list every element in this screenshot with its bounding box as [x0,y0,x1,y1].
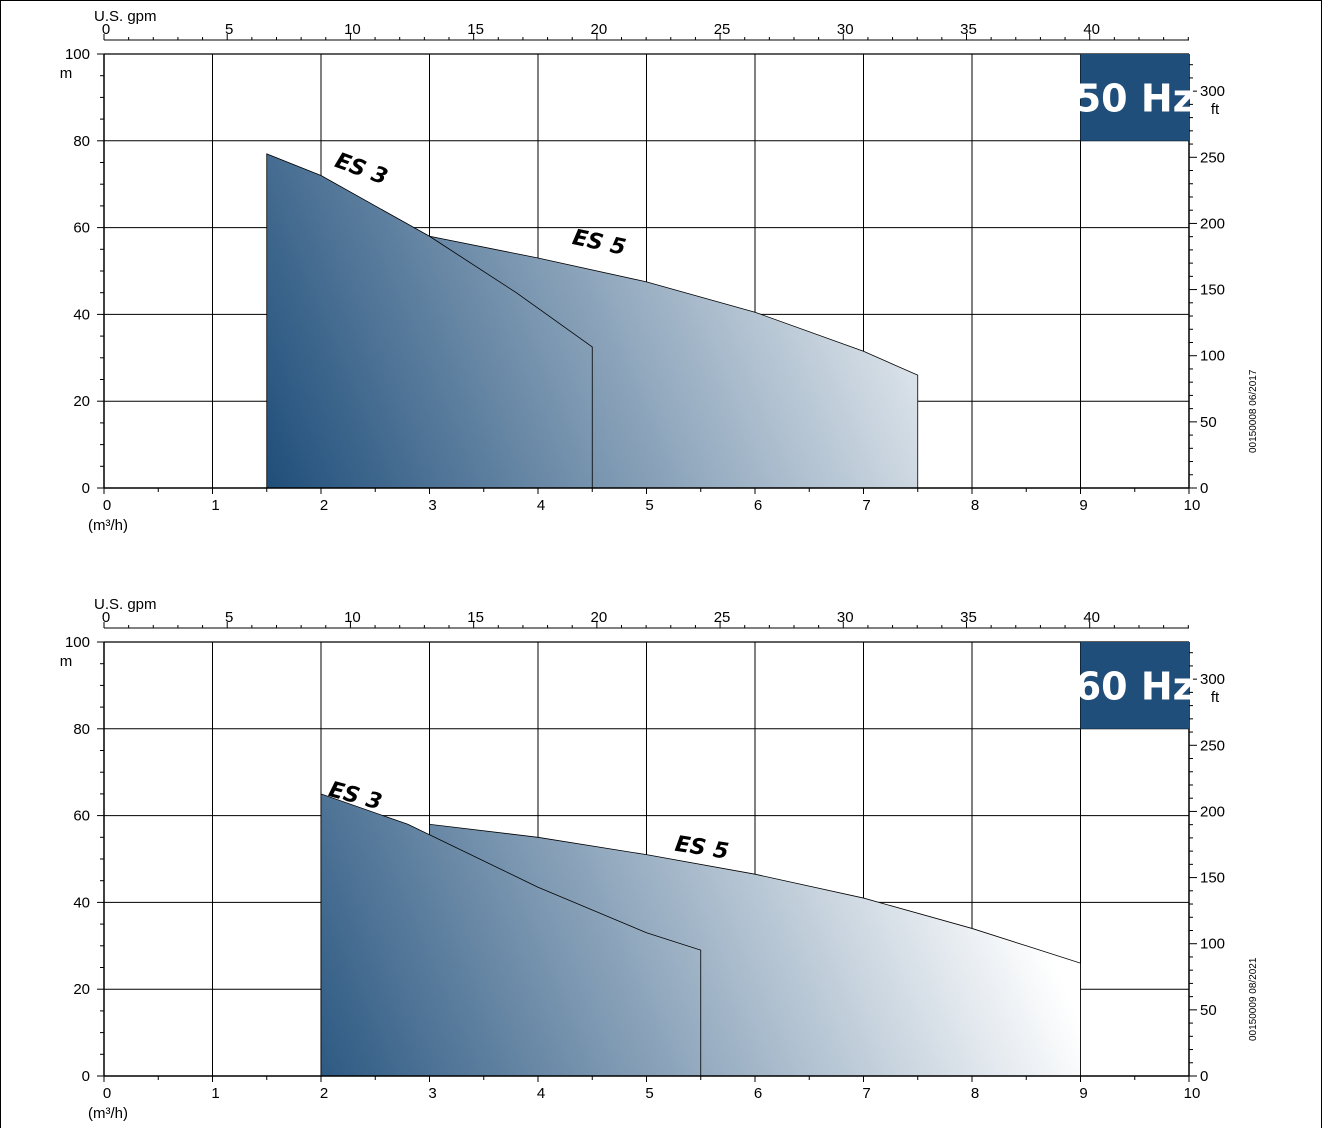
drawing-code: 00150009 08/2021 [1248,957,1259,1041]
x-tick-label: 3 [428,497,436,514]
y-tick-label: 80 [73,721,90,738]
y-tick-label: 40 [73,306,90,323]
y2-tick-label: 300 [1200,83,1225,100]
y2-axis-label: ft [1211,689,1220,706]
y2-tick-label: 50 [1200,1002,1217,1019]
x2-tick-label: 5 [225,609,233,626]
chart-50hz: ES 5 ES 3 0 1 2 3 4 5 6 7 8 9 10 (m³/h) 0 5 10 15 20 25 30 35… [60,8,1259,534]
y-tick-label: 20 [73,393,90,410]
x-tick-label: 10 [1184,497,1201,514]
y2-tick-label: 300 [1200,671,1225,688]
frequency-badge-text: 50 Hz [1075,76,1195,120]
frequency-badge-text: 60 Hz [1075,664,1195,708]
y-tick-label: 60 [73,220,90,237]
x2-tick-label: 10 [344,21,361,38]
y-tick-label: 0 [82,480,90,497]
x-tick-label: 4 [537,1085,545,1102]
chart-60hz: ES 5ES 30 1 2 3 4 5 6 7 8 9 10(m³/h)0 5 10 15 20 25 30 35… [60,596,1259,1122]
x-tick-label: 2 [320,1085,328,1102]
area-es-3 [320,793,702,1077]
x-tick-label: 3 [428,1085,436,1102]
y-tick-label: 20 [73,981,90,998]
x-tick-label: 0 [103,1085,111,1102]
y-tick-label: 80 [73,133,90,150]
x2-tick-label: 40 [1083,609,1100,626]
x2-tick-label: 20 [591,609,608,626]
x-tick-label: 0 [103,497,111,514]
x-tick-label: 6 [754,1085,762,1102]
x2-axis-label: U.S. gpm [94,596,157,613]
frequency-badge [1080,642,1189,729]
x-tick-label: 1 [211,1085,219,1102]
x-tick-label: 4 [537,497,545,514]
x-tick-label: 8 [971,497,979,514]
series-label-es-5: ES 5 [570,225,628,261]
y-tick-label: 0 [82,1068,90,1085]
y2-axis-label: ft [1211,101,1220,118]
x-tick-label: 7 [862,1085,870,1102]
x2-tick-label: 25 [714,21,731,38]
x2-tick-label: 35 [960,21,977,38]
x-tick-label: 10 [1184,1085,1201,1102]
x-tick-label: 5 [645,497,653,514]
y2-tick-label: 250 [1200,737,1225,754]
x-tick-label: 5 [645,1085,653,1102]
y-tick-label: 100 [65,46,90,63]
x2-tick-label: 0 [102,21,110,38]
y2-tick-label: 200 [1200,215,1225,232]
x-axis-label: (m³/h) [88,1105,128,1122]
y2-tick-label: 250 [1200,149,1225,166]
y2-tick-label: 0 [1200,1068,1208,1085]
y2-tick-label: 50 [1200,414,1217,431]
x-tick-label: 2 [320,497,328,514]
y2-tick-label: 150 [1200,870,1225,887]
frequency-badge [1080,54,1189,141]
x2-tick-label: 15 [467,21,484,38]
y2-tick-label: 150 [1200,282,1225,299]
y2-tick-label: 100 [1200,348,1225,365]
y-axis-label: m [60,653,73,670]
y-tick-label: 60 [73,808,90,825]
x-tick-label: 9 [1079,1085,1087,1102]
x-tick-label: 7 [862,497,870,514]
x2-tick-label: 35 [960,609,977,626]
y-tick-label: 40 [73,894,90,911]
drawing-code: 00150008 06/2017 [1248,369,1259,453]
x2-axis-label: U.S. gpm [94,8,157,25]
x2-tick-label: 25 [714,609,731,626]
x2-tick-label: 30 [837,21,854,38]
x2-tick-label: 0 [102,609,110,626]
x2-tick-label: 5 [225,21,233,38]
y-axis-label: m [60,65,73,82]
x2-tick-label: 20 [591,21,608,38]
x-tick-label: 1 [211,497,219,514]
y-tick-label: 100 [65,634,90,651]
area-es-3 [266,153,593,489]
x2-tick-label: 15 [467,609,484,626]
y2-tick-label: 200 [1200,803,1225,820]
series-label-es-5: ES 5 [673,832,730,865]
x2-tick-label: 30 [837,609,854,626]
x-tick-label: 8 [971,1085,979,1102]
x-tick-label: 6 [754,497,762,514]
x-axis-label: (m³/h) [88,517,128,534]
x2-tick-label: 10 [344,609,361,626]
y2-tick-label: 100 [1200,936,1225,953]
x2-tick-label: 40 [1083,21,1100,38]
series-label-es-3: ES 3 [332,148,391,190]
y2-tick-label: 0 [1200,480,1208,497]
x-tick-label: 9 [1079,497,1087,514]
